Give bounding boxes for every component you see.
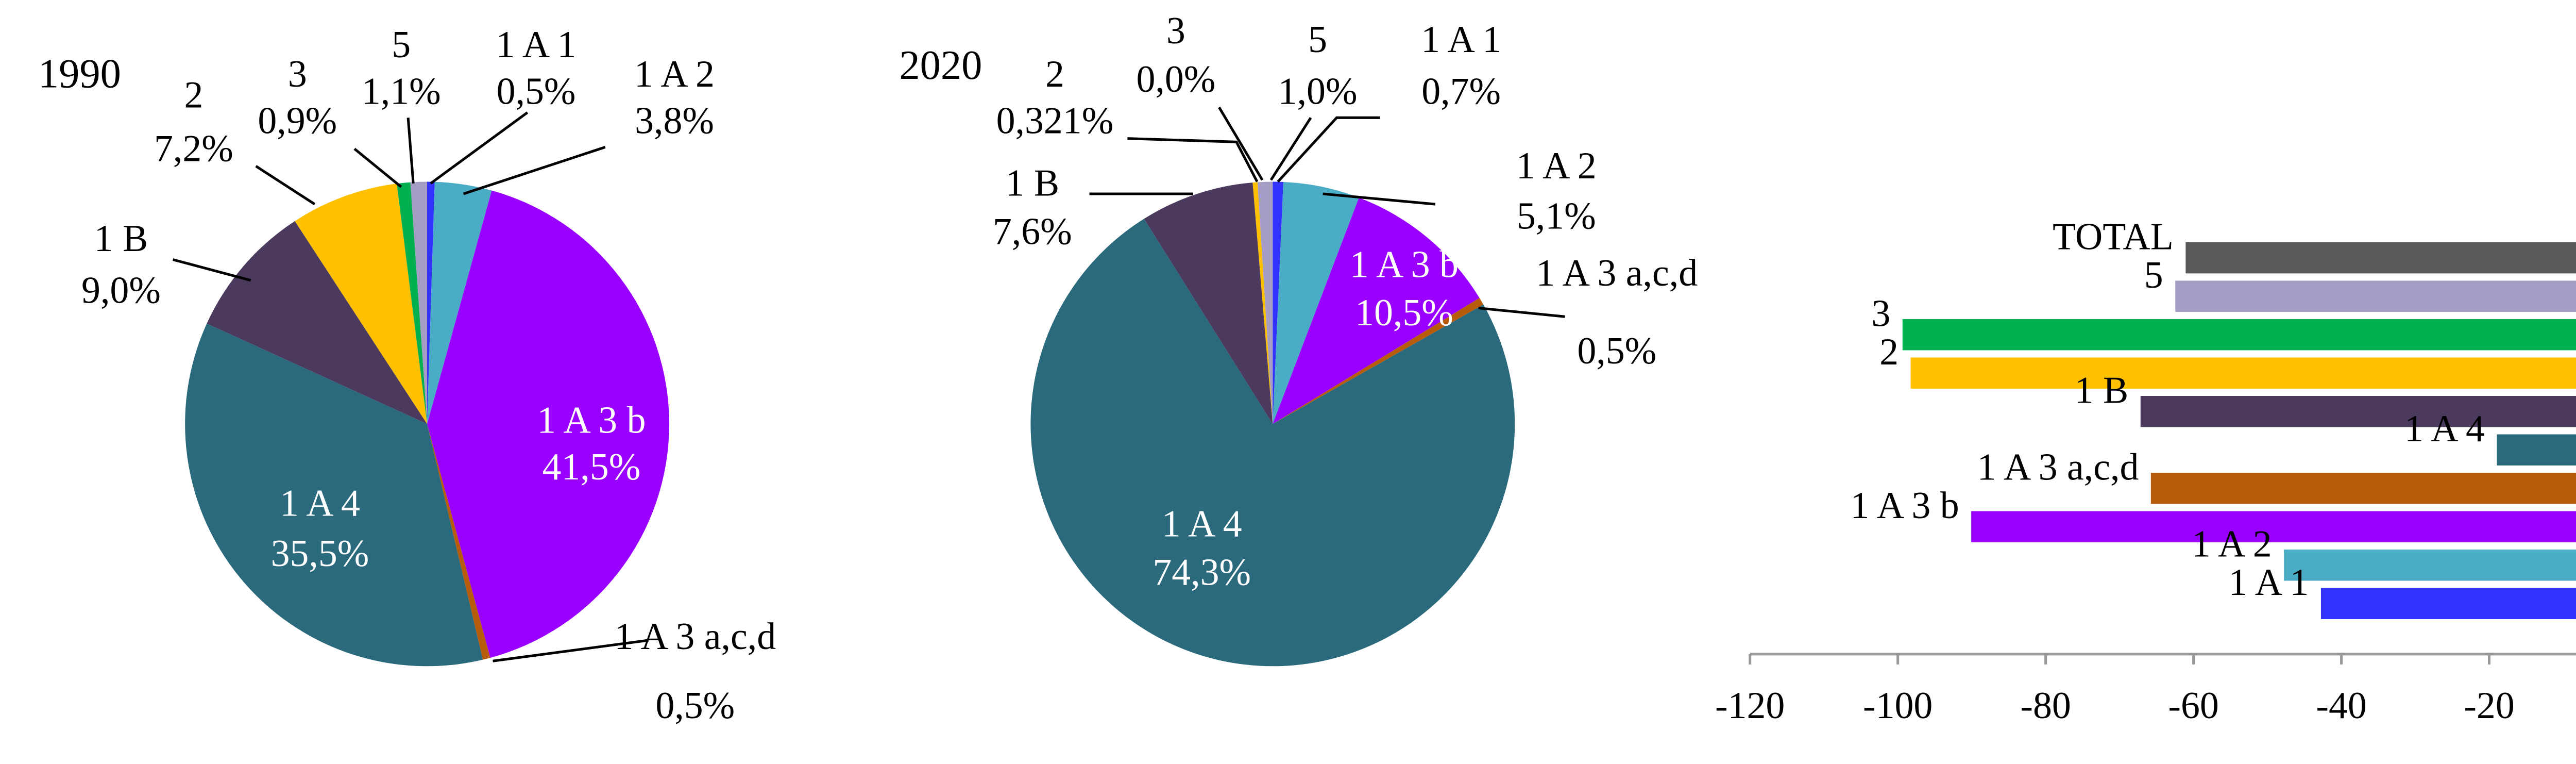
- chart-title: 1990: [38, 51, 121, 97]
- y-tick-label: TOTAL: [2053, 215, 2174, 258]
- pie-slice: [427, 190, 669, 658]
- pie-slice: [410, 181, 428, 424]
- y-tick-label: 1 A 3 a,c,d: [1977, 446, 2139, 488]
- category-label: 3: [288, 53, 307, 95]
- bar: [2317, 584, 2576, 623]
- x-tick-label: -20: [2464, 684, 2514, 726]
- category-label: 1 A 3 a,c,d: [614, 615, 776, 657]
- pie-slice: [1030, 219, 1515, 667]
- leader-line: [463, 145, 606, 195]
- pie-slice: [1257, 181, 1273, 424]
- pie-slice: [1273, 181, 1283, 424]
- leader-line: [255, 165, 316, 206]
- y-tick-label: 1 B: [2075, 369, 2129, 411]
- leader-line: [172, 258, 251, 282]
- leader-line: [493, 639, 649, 662]
- y-tick-label: 1 A 1: [2228, 561, 2309, 603]
- bar: [2172, 277, 2576, 315]
- leader-line: [1127, 137, 1259, 182]
- data-label: 0,5%: [497, 70, 576, 112]
- pie-slice: [1273, 181, 1359, 424]
- pie-slice: [185, 323, 483, 667]
- pie-slice: [207, 221, 428, 424]
- data-label: 3,8%: [635, 99, 714, 142]
- x-tick-label: -80: [2020, 684, 2071, 726]
- pie-slice: [397, 182, 428, 424]
- bar: [2493, 430, 2576, 469]
- category-label: 1 A 2: [634, 53, 715, 95]
- y-tick-label: 3: [1871, 292, 1890, 335]
- data-label: 41,5%: [543, 445, 641, 488]
- x-tick-label: -100: [1863, 684, 1933, 726]
- pie-slice: [427, 424, 490, 660]
- category-label: 3: [1166, 9, 1185, 52]
- y-tick-label: 1 A 4: [2404, 407, 2485, 450]
- leader-line: [1218, 106, 1264, 181]
- category-label: 1 B: [94, 217, 148, 259]
- pie-slice: [1144, 182, 1273, 424]
- leader-line: [1269, 117, 1312, 181]
- x-tick-label: -60: [2168, 684, 2218, 726]
- category-label: 1 A 4: [280, 481, 360, 524]
- data-label: 74,3%: [1153, 551, 1251, 593]
- data-label: 0,321%: [996, 99, 1114, 142]
- data-label: 7,6%: [993, 210, 1072, 252]
- bar: [2280, 546, 2576, 585]
- category-label: 1 A 3 a,c,d: [1536, 252, 1698, 294]
- leader-line: [1323, 192, 1436, 206]
- category-label: 1 A 4: [1162, 503, 1242, 545]
- pie-slice: [427, 181, 435, 424]
- pie-slice: [1273, 197, 1480, 424]
- data-label: 0,0%: [1136, 58, 1215, 100]
- x-tick-label: -120: [1715, 684, 1785, 726]
- leader-line: [430, 111, 529, 185]
- data-label: 0,7%: [1421, 70, 1501, 112]
- chart-title: 2020: [899, 42, 982, 88]
- y-tick-label: 2: [1879, 330, 1899, 373]
- y-tick-label: 1 A 2: [2192, 523, 2272, 565]
- data-label: 1,1%: [362, 70, 441, 112]
- pie-slice: [1252, 182, 1273, 424]
- leader-line: [406, 118, 415, 184]
- category-label: 1 A 3 b: [1350, 243, 1459, 285]
- data-label: 0,5%: [655, 684, 735, 726]
- data-label: 5,1%: [1517, 194, 1596, 237]
- category-label: 2: [1045, 53, 1064, 95]
- pie-slice: [295, 184, 428, 424]
- leader-line: [1478, 307, 1565, 318]
- x-tick-label: -40: [2316, 684, 2366, 726]
- category-label: 1 A 2: [1516, 144, 1597, 187]
- data-label: 0,5%: [1577, 329, 1656, 372]
- category-label: 1 B: [1005, 162, 1059, 204]
- category-label: 1 A 3 b: [537, 398, 646, 441]
- bar: [1907, 354, 2576, 392]
- pie-slice: [1273, 298, 1484, 424]
- bar: [2147, 469, 2576, 508]
- data-label: 35,5%: [271, 532, 369, 574]
- data-label: 1,0%: [1278, 70, 1358, 112]
- bar: [1899, 315, 2576, 354]
- bar: [1968, 507, 2576, 546]
- category-label: 5: [392, 23, 411, 65]
- y-tick-label: 5: [2144, 254, 2163, 296]
- data-label: 7,2%: [154, 127, 233, 169]
- category-label: 1 A 1: [496, 23, 577, 65]
- bar: [2137, 392, 2576, 431]
- category-label: 1 A 1: [1421, 18, 1501, 60]
- leader-line: [353, 147, 402, 188]
- data-label: 9,0%: [81, 269, 161, 311]
- data-label: 0,9%: [258, 99, 337, 142]
- pie-slice: [427, 181, 492, 424]
- leader-line: [1277, 116, 1380, 183]
- data-label: 10,5%: [1355, 291, 1453, 334]
- category-label: 2: [184, 73, 203, 115]
- category-label: 5: [1308, 18, 1327, 60]
- bar: [2182, 239, 2576, 277]
- y-tick-label: 1 A 3 b: [1850, 484, 1959, 526]
